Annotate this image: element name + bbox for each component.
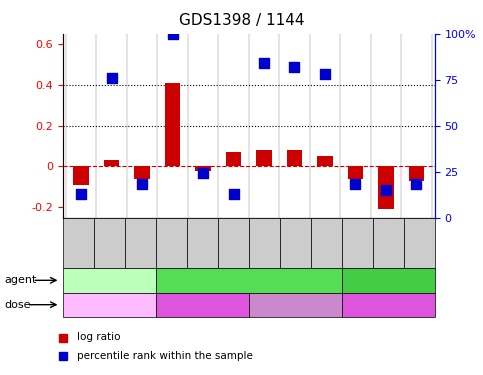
Text: GSM61800: GSM61800 xyxy=(229,222,238,264)
Bar xyxy=(256,150,271,166)
Bar xyxy=(134,166,150,179)
Point xyxy=(352,182,359,188)
Text: GSM61798: GSM61798 xyxy=(167,222,176,264)
Bar xyxy=(196,166,211,171)
Text: GSM61802: GSM61802 xyxy=(291,222,300,263)
Text: GSM61804: GSM61804 xyxy=(353,222,362,264)
Point xyxy=(108,75,115,81)
Bar xyxy=(73,166,89,185)
Text: log ratio: log ratio xyxy=(77,333,121,342)
Point xyxy=(169,31,176,37)
Text: agent: agent xyxy=(5,275,37,285)
Text: control: control xyxy=(92,300,126,310)
Point xyxy=(412,182,420,188)
Bar xyxy=(348,166,363,179)
Text: dose: dose xyxy=(5,300,31,310)
Text: 3 percent: 3 percent xyxy=(272,300,319,310)
Bar xyxy=(165,83,180,166)
Text: GDS1398 / 1144: GDS1398 / 1144 xyxy=(179,13,304,28)
Text: GSM61796: GSM61796 xyxy=(105,222,114,264)
Point xyxy=(382,187,390,193)
Point xyxy=(321,71,329,77)
Point xyxy=(260,60,268,66)
Text: GSM61803: GSM61803 xyxy=(322,222,331,264)
Point xyxy=(138,182,146,188)
Bar xyxy=(226,152,241,166)
Bar xyxy=(287,150,302,166)
Bar xyxy=(409,166,424,181)
Text: GSM61799: GSM61799 xyxy=(198,222,207,264)
Text: GSM61806: GSM61806 xyxy=(415,222,424,264)
Point xyxy=(77,190,85,196)
Text: percentile rank within the sample: percentile rank within the sample xyxy=(77,351,253,361)
Text: GSM61805: GSM61805 xyxy=(384,222,393,264)
Point xyxy=(199,170,207,176)
Text: 1 percent: 1 percent xyxy=(179,300,226,310)
Text: GSM61801: GSM61801 xyxy=(260,222,269,263)
Text: isoflurane: isoflurane xyxy=(364,275,412,285)
Text: 4 percent: 4 percent xyxy=(365,300,412,310)
Text: halothane: halothane xyxy=(224,275,273,285)
Bar xyxy=(104,160,119,166)
Bar xyxy=(317,156,333,166)
Bar xyxy=(378,166,394,209)
Text: control: control xyxy=(92,275,126,285)
Point xyxy=(291,64,298,70)
Text: GSM61779: GSM61779 xyxy=(74,222,83,264)
Text: GSM61797: GSM61797 xyxy=(136,222,145,264)
Point xyxy=(229,190,237,196)
